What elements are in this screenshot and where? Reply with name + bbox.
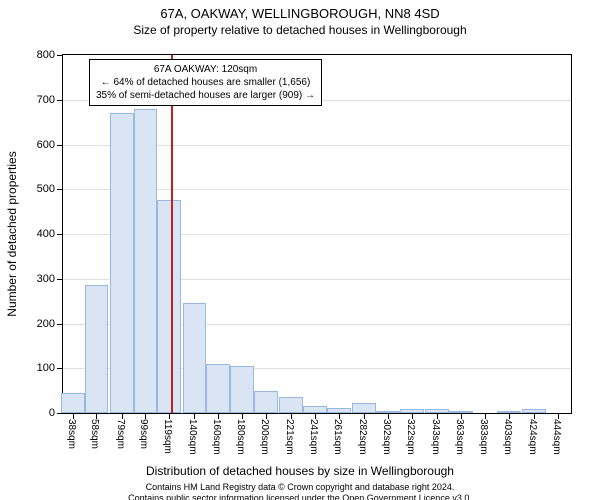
y-tick-label: 800 [37,49,55,61]
y-tick [57,413,63,414]
footer-line-1: Contains HM Land Registry data © Crown c… [0,482,600,493]
marker-line [171,55,173,413]
footer-line-2: Contains public sector information licen… [0,493,600,500]
x-tick-label: 302sqm [381,419,392,455]
x-tick-label: 119sqm [162,419,173,454]
annotation-line-3: 35% of semi-detached houses are larger (… [96,89,315,102]
annotation-line-2: ← 64% of detached houses are smaller (1,… [96,76,315,89]
histogram-bar [303,406,327,413]
histogram-bar [61,393,85,413]
histogram-bar [352,403,376,413]
y-tick-label: 600 [37,139,55,151]
x-tick-label: 180sqm [235,419,246,455]
x-tick-label: 58sqm [89,419,100,449]
chart-subtitle: Size of property relative to detached ho… [0,23,600,37]
x-tick-label: 79sqm [115,419,126,449]
y-tick-label: 300 [37,273,55,285]
y-tick [57,145,63,146]
y-tick [57,234,63,235]
y-axis-label: Number of detached properties [5,151,19,316]
y-tick [57,368,63,369]
x-tick-label: 261sqm [332,419,343,455]
y-tick [57,189,63,190]
histogram-bar [254,391,278,413]
annotation-box: 67A OAKWAY: 120sqm ← 64% of detached hou… [89,59,322,106]
plot-area: 010020030040050060070080038sqm58sqm79sqm… [62,54,572,414]
x-tick-label: 403sqm [502,419,513,455]
x-tick-label: 99sqm [138,419,149,449]
y-tick-label: 500 [37,183,55,195]
x-tick-label: 241sqm [308,419,319,455]
y-tick-label: 400 [37,228,55,240]
histogram-bar [230,366,254,413]
histogram-bar [183,303,207,413]
footer-text: Contains HM Land Registry data © Crown c… [0,482,600,500]
histogram-bar [206,364,230,413]
x-tick-label: 444sqm [551,419,562,455]
histogram-bar [157,200,181,413]
x-tick-label: 38sqm [66,419,77,449]
histogram-bar [110,113,134,413]
chart-title: 67A, OAKWAY, WELLINGBOROUGH, NN8 4SD [0,6,600,21]
histogram-bar [279,397,303,413]
y-tick-label: 0 [49,407,55,419]
histogram-bar [85,285,109,413]
x-tick-label: 282sqm [357,419,368,455]
y-tick [57,324,63,325]
annotation-line-1: 67A OAKWAY: 120sqm [96,63,315,76]
y-tick [57,55,63,56]
y-tick-label: 100 [37,362,55,374]
y-tick-label: 200 [37,318,55,330]
x-tick-label: 140sqm [187,419,198,455]
x-axis-label: Distribution of detached houses by size … [0,464,600,478]
y-tick-label: 700 [37,94,55,106]
x-tick-label: 200sqm [259,419,270,455]
x-tick-label: 424sqm [527,419,538,455]
y-tick [57,279,63,280]
histogram-bar [134,109,158,413]
x-tick-label: 160sqm [211,419,222,455]
x-tick-label: 322sqm [405,419,416,455]
x-tick-label: 221sqm [284,419,295,455]
x-tick-label: 383sqm [478,419,489,455]
x-tick-label: 363sqm [454,419,465,455]
x-tick-label: 343sqm [430,419,441,455]
chart-container: 67A, OAKWAY, WELLINGBOROUGH, NN8 4SD Siz… [0,6,600,500]
y-tick [57,100,63,101]
